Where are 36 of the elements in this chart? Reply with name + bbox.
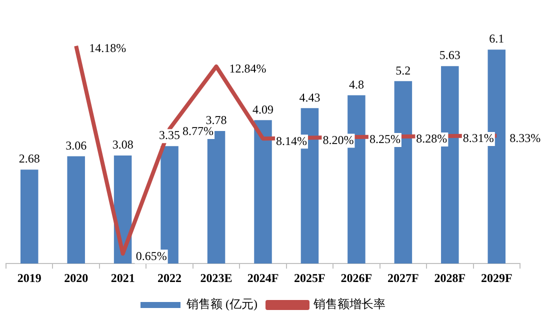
legend-label: 销售额增长率	[312, 297, 386, 312]
data-label: 4.09	[252, 102, 274, 116]
x-tick-label: 2023E	[200, 270, 232, 285]
data-label: 12.84%	[229, 62, 266, 76]
x-tick-label: 2026F	[340, 270, 372, 285]
x-tick-label: 2027F	[388, 270, 419, 285]
data-label: 4.8	[348, 77, 364, 92]
data-label: 8.20%	[322, 132, 354, 147]
data-label: 5.63	[439, 48, 460, 62]
data-label: 8.33%	[510, 130, 541, 145]
data-label: 3.35	[159, 128, 180, 142]
data-label: 8.77%	[182, 124, 214, 138]
data-label: 8.28%	[416, 132, 448, 146]
legend-label: 销售额 (亿元)	[186, 297, 258, 312]
data-label: 8.25%	[369, 132, 400, 146]
data-label: 4.43	[299, 90, 320, 104]
x-tick-label: 2029F	[480, 270, 512, 285]
bar	[254, 120, 272, 264]
bar	[67, 156, 85, 264]
bar	[20, 170, 38, 264]
x-tick-label: 2028F	[434, 270, 466, 285]
data-label: 3.06	[66, 138, 87, 152]
x-tick-label: 2020	[64, 270, 88, 285]
data-label: 5.2	[396, 63, 411, 78]
x-tick-label: 2024F	[247, 270, 279, 285]
data-label: 8.14%	[276, 134, 307, 148]
x-tick-label: 2025F	[294, 270, 326, 285]
x-tick-label: 2022	[158, 270, 182, 285]
data-label: 8.31%	[462, 131, 494, 146]
data-label: 6.1	[489, 32, 504, 46]
data-label: 2.68	[18, 152, 40, 166]
x-tick-label: 2021	[110, 270, 135, 285]
data-label: 0.65%	[136, 248, 167, 263]
x-tick-label: 2019	[17, 270, 42, 285]
data-label: 3.08	[112, 138, 134, 152]
data-label: 14.18%	[89, 41, 126, 56]
